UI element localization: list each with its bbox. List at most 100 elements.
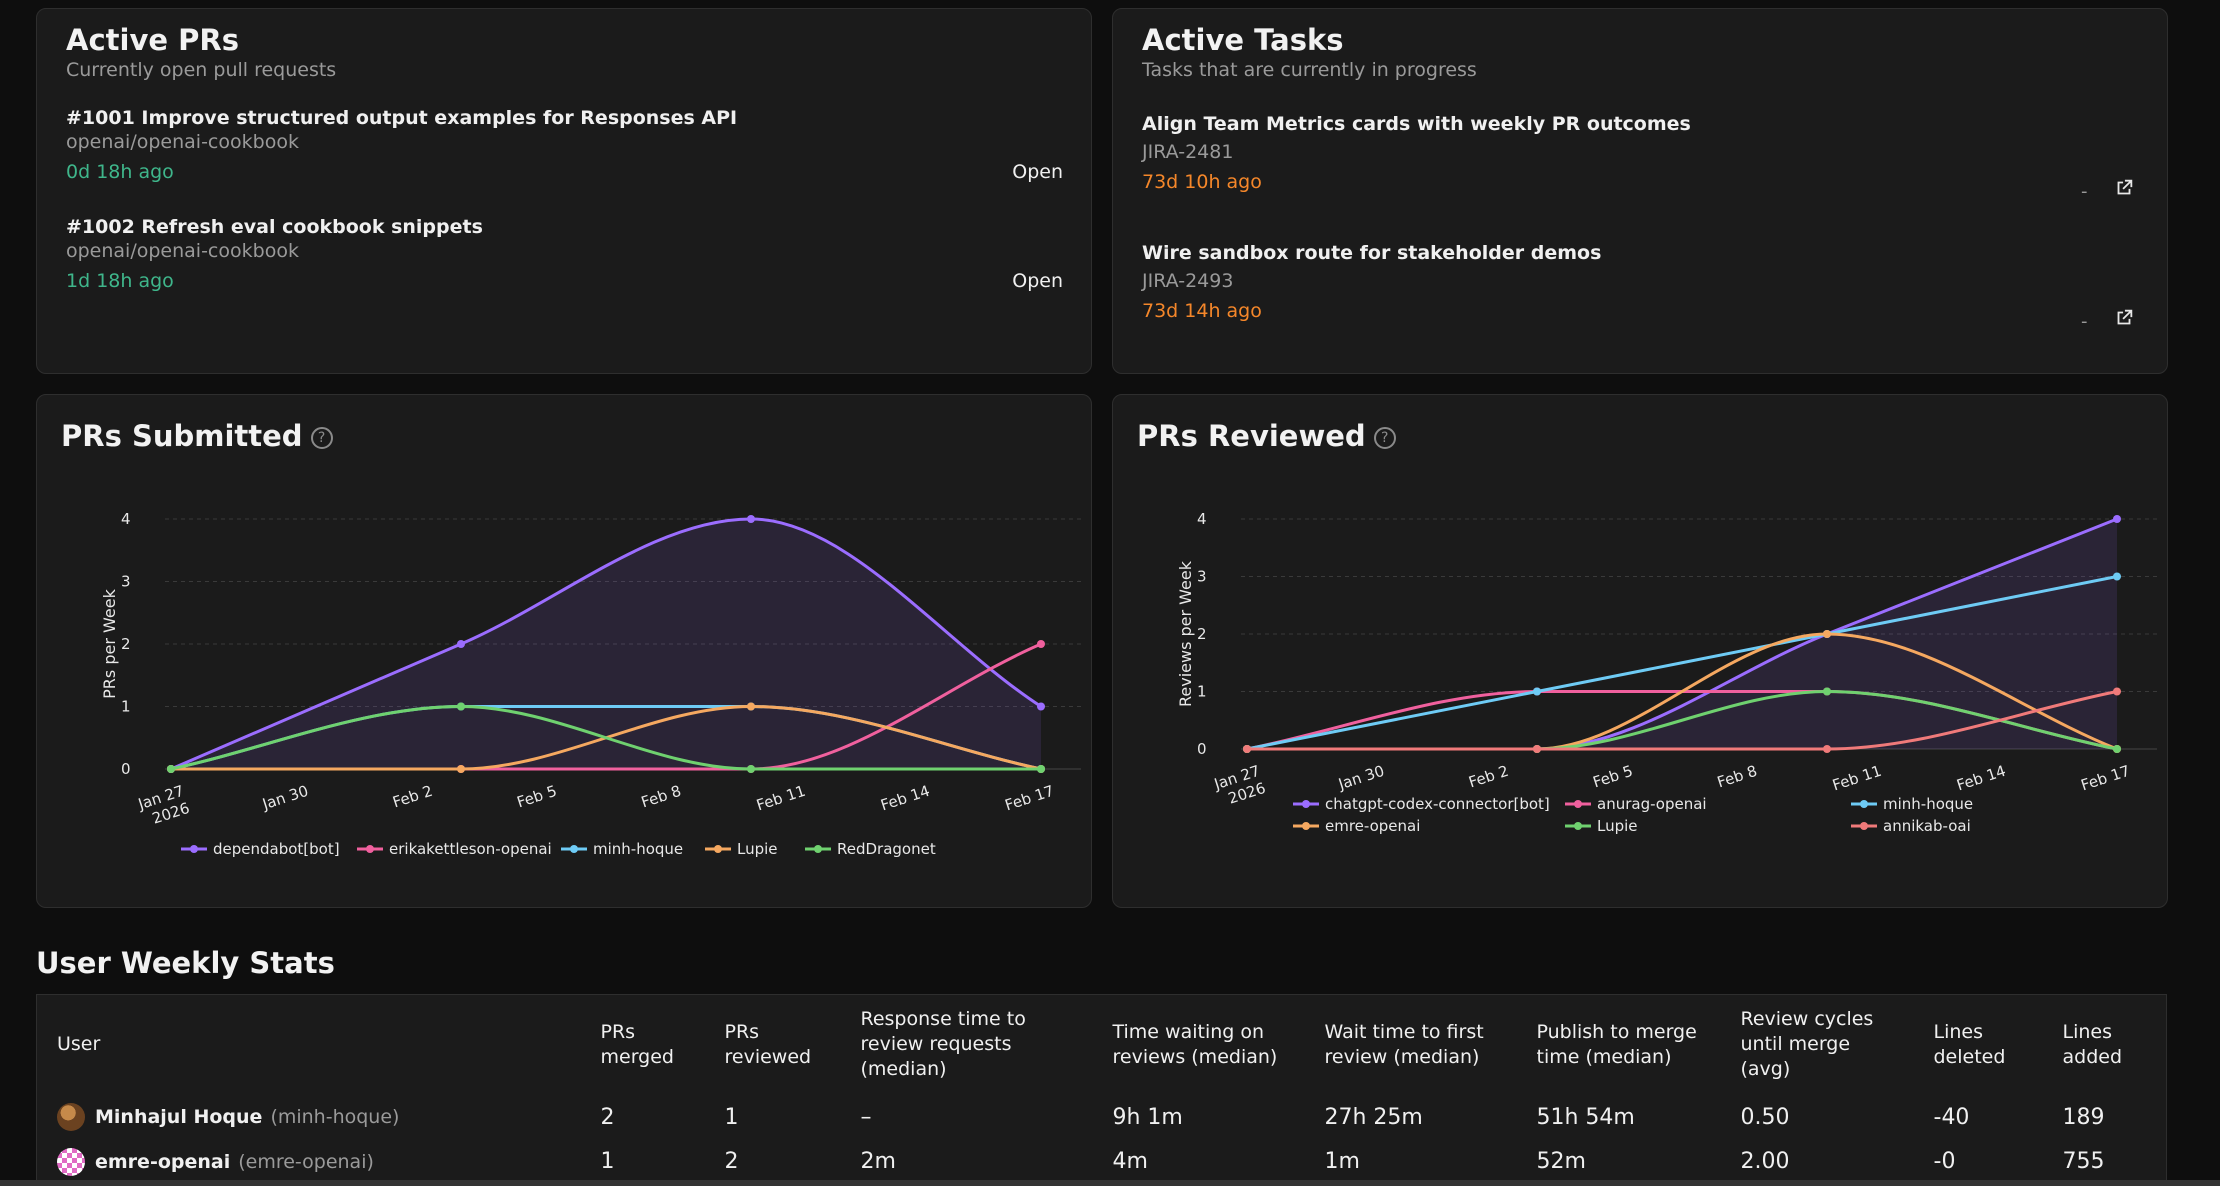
legend-label: erikakettleson-openai: [389, 840, 552, 858]
series-line[interactable]: [170, 517, 1042, 771]
task-title[interactable]: Align Team Metrics cards with weekly PR …: [1142, 113, 1691, 135]
column-header[interactable]: Publish to merge time (median): [1536, 1020, 1697, 1068]
column-header[interactable]: Review cycles until merge (avg): [1740, 1008, 1874, 1081]
y-tick-label: 2: [1197, 625, 1207, 643]
data-point[interactable]: [1037, 702, 1045, 711]
series-line[interactable]: [170, 704, 1042, 771]
legend-label: minh-hoque: [1883, 795, 1973, 813]
bottom-scrollbar[interactable]: [0, 1180, 2220, 1186]
column-header[interactable]: Wait time to first review (median): [1324, 1020, 1484, 1068]
x-tick-label: Feb 14: [878, 782, 932, 815]
pr-title-link[interactable]: #1001 Improve structured output examples…: [66, 107, 738, 129]
prs-submitted-chart: 0 1 2 3 4 PRs per Week Jan 272026 Jan 30 Feb 2 Fe…: [100, 510, 1081, 858]
legend-item[interactable]: minh-hoque: [561, 840, 683, 858]
column-header[interactable]: Lines deleted: [1933, 1020, 2006, 1068]
data-point[interactable]: [457, 702, 465, 711]
active-tasks-subtitle: Tasks that are currently in progress: [1142, 59, 1477, 81]
x-tick-label: Jan 272026: [1211, 762, 1268, 811]
legend-item[interactable]: Lupie: [1565, 817, 1638, 835]
legend-item[interactable]: chatgpt-codex-connector[bot]: [1293, 795, 1550, 813]
legend-item[interactable]: minh-hoque: [1851, 795, 1973, 813]
data-point[interactable]: [457, 640, 465, 648]
data-point[interactable]: [1823, 630, 1831, 638]
data-point[interactable]: [1243, 745, 1251, 753]
external-link-icon[interactable]: [2113, 177, 2135, 199]
user-login: (emre-openai): [238, 1150, 374, 1173]
prs-reviewed-chart: 0 1 2 3 4 Reviews per Week Jan 272026 Jan 30 Feb…: [1176, 510, 2157, 835]
legend-marker: [570, 845, 578, 853]
column-header[interactable]: Lines added: [2062, 1020, 2123, 1068]
user-name: emre-openai: [95, 1150, 231, 1173]
x-tick-label: Feb 11: [1830, 762, 1884, 795]
task-assignee: -: [2081, 181, 2088, 202]
legend-label: emre-openai: [1325, 817, 1420, 835]
data-point[interactable]: [1823, 687, 1831, 696]
user-name: Minhajul Hoque: [95, 1106, 263, 1128]
data-point[interactable]: [747, 702, 755, 711]
user-cell[interactable]: emre-openai (emre-openai): [37, 1140, 581, 1185]
external-link-icon[interactable]: [2113, 307, 2135, 329]
legend-item[interactable]: erikakettleson-openai: [357, 840, 552, 858]
active-prs-title: Active PRs: [66, 23, 239, 57]
publish-merge-cell: 51h 54m: [1536, 1104, 1635, 1130]
legend-item[interactable]: dependabot[bot]: [181, 840, 340, 858]
user-cell[interactable]: Minhajul Hoque (minh-hoque): [37, 1095, 581, 1140]
task-age: 73d 10h ago: [1142, 171, 1262, 193]
lines-added-cell: 755: [2062, 1149, 2105, 1175]
legend-label: dependabot[bot]: [213, 840, 340, 858]
legend-item[interactable]: emre-openai: [1293, 817, 1420, 835]
x-tick-label: Jan 272026: [135, 782, 192, 831]
pr-age: 0d 18h ago: [66, 161, 174, 183]
series-line[interactable]: [1246, 690, 2118, 751]
data-point[interactable]: [1823, 745, 1831, 753]
column-header[interactable]: User: [57, 1033, 101, 1056]
x-tick-label: Feb 17: [2079, 762, 2133, 795]
prs-submitted-title-text: PRs Submitted: [61, 419, 303, 453]
legend-label: RedDragonet: [837, 840, 936, 858]
help-icon[interactable]: ?: [1373, 427, 1396, 449]
legend-marker: [366, 845, 374, 853]
legend-marker: [1574, 822, 1582, 830]
task-key: JIRA-2493: [1142, 270, 1234, 292]
table-row: emre-openai (emre-openai) 1 2 2m 4m 1m 52…: [37, 1140, 2167, 1185]
user-login: (minh-hoque): [270, 1106, 400, 1128]
data-point[interactable]: [1533, 687, 1541, 696]
data-point[interactable]: [1533, 745, 1541, 753]
legend-item[interactable]: annikab-oai: [1851, 817, 1971, 835]
legend-item[interactable]: anurag-openai: [1565, 795, 1707, 813]
column-header[interactable]: Time waiting on reviews (median): [1112, 1020, 1278, 1068]
data-point[interactable]: [747, 765, 755, 773]
data-point[interactable]: [2113, 745, 2121, 753]
legend-label: Lupie: [737, 840, 778, 858]
data-point[interactable]: [2113, 687, 2121, 696]
data-point[interactable]: [167, 765, 175, 773]
x-tick-label: Feb 2: [390, 782, 434, 812]
data-point[interactable]: [2113, 572, 2121, 581]
legend-marker: [1860, 800, 1868, 808]
data-point[interactable]: [2113, 515, 2121, 523]
column-header[interactable]: PRs reviewed: [724, 1020, 812, 1068]
prs-reviewed-card: PRs Reviewed? 0 1 2 3 4 Reviews per Week Jan 2…: [1112, 394, 2168, 908]
data-point[interactable]: [1037, 765, 1045, 773]
data-point[interactable]: [747, 515, 755, 523]
legend-item[interactable]: RedDragonet: [805, 840, 936, 858]
legend-marker: [1860, 822, 1868, 830]
series-line[interactable]: [1246, 575, 2118, 751]
pr-status: Open: [1012, 270, 1063, 292]
data-point[interactable]: [1037, 640, 1045, 648]
task-key: JIRA-2481: [1142, 141, 1234, 163]
y-tick-label: 4: [1197, 510, 1207, 528]
task-title[interactable]: Wire sandbox route for stakeholder demos: [1142, 242, 1602, 264]
legend-item[interactable]: Lupie: [705, 840, 778, 858]
pr-age: 1d 18h ago: [66, 270, 174, 292]
y-tick-label: 0: [121, 760, 131, 778]
task-assignee: -: [2081, 311, 2088, 332]
data-point[interactable]: [457, 765, 465, 773]
lines-added-cell: 189: [2062, 1104, 2105, 1130]
column-header[interactable]: Response time to review requests (median…: [860, 1008, 1026, 1081]
pr-title-link[interactable]: #1002 Refresh eval cookbook snippets: [66, 216, 483, 238]
help-icon[interactable]: ?: [310, 427, 333, 449]
x-tick-label: Feb 11: [754, 782, 808, 815]
column-header[interactable]: PRs merged: [600, 1020, 675, 1068]
y-axis-label: Reviews per Week: [1176, 560, 1195, 707]
